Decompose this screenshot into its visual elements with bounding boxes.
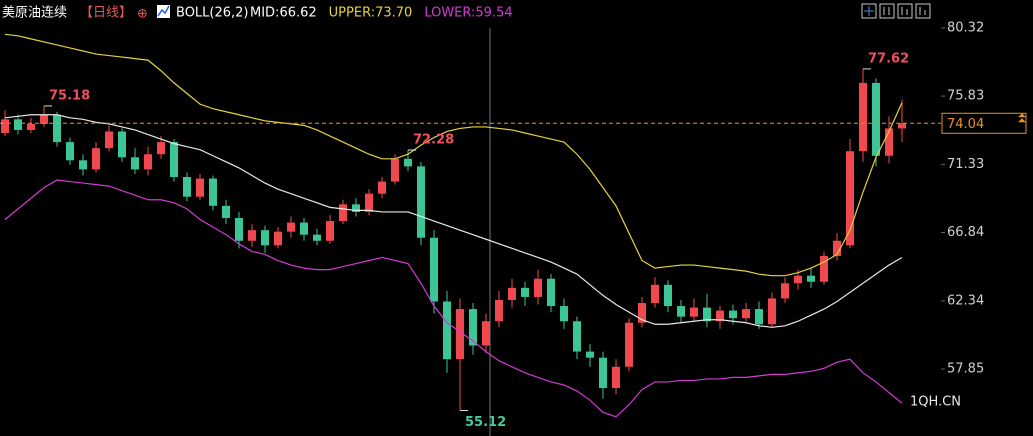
candle-body [755,309,763,325]
watermark: 1QH.CN [910,395,961,410]
candle-body [365,193,373,212]
candle-body [690,307,698,317]
candle-body [872,82,880,156]
candle-body [248,230,256,241]
candle-body [768,298,776,325]
candle-body [521,287,529,297]
candle-body [183,177,191,197]
candle-body [716,310,724,322]
candle-body [157,142,165,155]
candle-body [846,151,854,246]
indicator-name: BOLL(26,2) [176,6,249,21]
legend-entry: LOWER:59.54 [424,6,512,21]
candle-body [404,158,412,167]
candle-body [833,240,841,256]
y-tick-label: 80.32 [947,20,984,35]
candle-body [261,230,269,246]
candle-body [898,123,906,129]
extreme-label: 75.18 [49,88,90,103]
band-line [4,179,903,418]
legend-entry: MID:66.62 [250,6,317,21]
candle-body [482,321,490,346]
candle-body [638,303,646,323]
candle-body [625,322,633,367]
candle-body [794,275,802,284]
period[interactable]: 【日线】 [80,6,132,21]
add-icon[interactable]: ⊕ [137,7,148,22]
last-price-arrows [1018,113,1026,123]
candle-body [651,284,659,304]
candle-body [586,351,594,358]
candle-body [664,284,672,307]
candle-body [287,222,295,232]
band-line [4,114,903,328]
y-tick-label: 71.33 [947,157,984,172]
candle-body [79,160,87,170]
candle-body [118,131,126,158]
candle-body [807,275,815,282]
candle-body [27,123,35,130]
candle-body [729,310,737,319]
candle-body [391,158,399,182]
candle-body [40,114,48,124]
candle-body [560,306,568,322]
toolbar[interactable] [861,3,931,19]
indicator-icon[interactable] [157,5,170,18]
candle-body [885,128,893,156]
candle-body [534,278,542,297]
candle-body [222,205,230,218]
candle-body [677,306,685,317]
last-price-box [941,112,1027,134]
candle-body [599,357,607,389]
y-tick-label: 57.85 [947,362,984,377]
candle-body [170,142,178,178]
candles [1,33,906,418]
candle-body [703,307,711,322]
extreme-label: 55.12 [465,415,506,430]
last-price-label: 74.04 [947,117,984,132]
candle-body [430,237,438,302]
candle-body [859,82,867,152]
candle-body [820,255,828,282]
candle-body [313,234,321,241]
y-tick-label: 66.84 [947,225,984,240]
candle-body [547,278,555,307]
candle-body [495,299,503,322]
candle-body [53,114,61,143]
candle-body [612,366,620,389]
candle-body [1,119,9,133]
candle-body [326,221,334,241]
y-tick-label: 75.83 [947,89,984,104]
band-line [4,33,903,277]
candle-body [456,309,464,360]
candle-body [781,283,789,299]
y-tick-label: 62.34 [947,293,984,308]
candle-body [92,148,100,170]
candle-body [742,309,750,319]
candle-body [378,181,386,194]
candle-body [339,204,347,222]
candle-body [209,178,217,206]
candle-body [66,142,74,161]
candle-body [417,166,425,238]
candle-body [352,204,360,212]
candle-body [235,218,243,241]
candle-body [274,231,282,246]
candle-body [196,178,204,197]
candle-body [508,287,516,300]
chart-title: 美原油连续 [2,5,67,21]
candle-body [14,119,22,130]
candle-body [144,154,152,170]
legend-entry: UPPER:73.70 [329,6,413,21]
candle-body [105,131,113,149]
candle-body [443,301,451,360]
candle-body [573,321,581,352]
extreme-label: 77.62 [868,51,909,66]
extreme-label: 72.28 [413,132,454,147]
candle-body [300,222,308,235]
candle-body [469,309,477,346]
candle-body [131,157,139,170]
